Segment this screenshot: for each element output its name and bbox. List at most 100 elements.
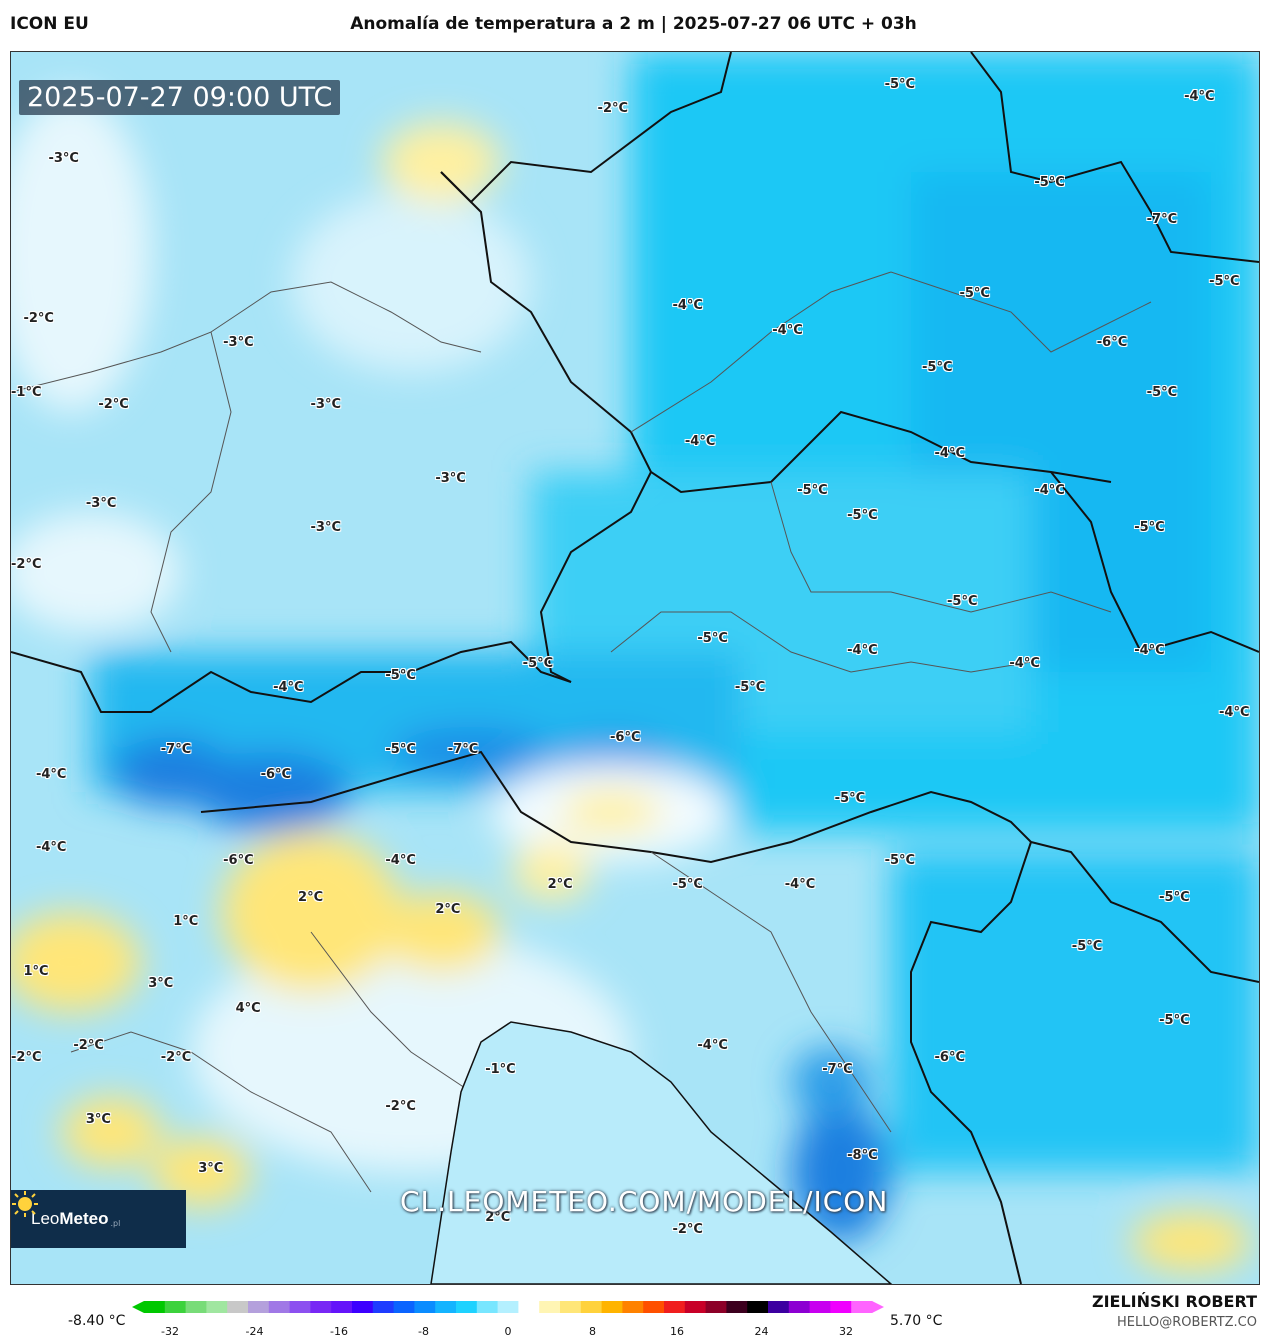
colorbar-segment <box>622 1301 644 1313</box>
contour-label: -5°C <box>1134 520 1165 536</box>
colorbar-segment <box>435 1301 457 1313</box>
contour-label: -5°C <box>697 631 728 647</box>
logo-wordmark: LeoMeteo <box>31 1209 109 1228</box>
contour-label: -2°C <box>11 557 42 573</box>
contour-label: -6°C <box>934 1049 965 1065</box>
contour-label: -5°C <box>1034 175 1065 191</box>
contour-label: -4°C <box>385 852 416 868</box>
contour-label: -5°C <box>1146 384 1178 400</box>
colorbar-segment <box>268 1301 291 1313</box>
contour-label: -5°C <box>922 360 953 375</box>
contour-label: -4°C <box>1219 704 1250 720</box>
contour-label: -2°C <box>98 396 129 412</box>
contour-label: 1°C <box>23 963 49 979</box>
colorbar-segment <box>851 1301 873 1313</box>
colorbar-segment <box>809 1301 831 1313</box>
contour-label: -1°C <box>11 384 42 400</box>
colorbar-segment <box>560 1301 582 1313</box>
contour-label: -5°C <box>959 286 990 302</box>
contour-label: 3°C <box>85 1111 111 1127</box>
colorbar-segment <box>310 1301 332 1313</box>
contour-label: -2°C <box>672 1222 703 1238</box>
contour-label: -5°C <box>834 791 866 807</box>
colorbar-segment <box>248 1301 270 1313</box>
contour-label: -3°C <box>85 495 117 511</box>
colorbar-tick-label: -8 <box>418 1325 429 1338</box>
colorbar-tick-label: -32 <box>161 1325 179 1338</box>
colorbar-tick-label: -24 <box>245 1325 264 1338</box>
contour-label: -8°C <box>847 1148 878 1164</box>
colorbar-segment <box>414 1301 436 1313</box>
contour-label: -5°C <box>672 877 703 893</box>
contour-label: 4°C <box>235 1000 261 1016</box>
colorbar <box>132 1301 884 1313</box>
colorbar-max-arrow <box>872 1301 884 1313</box>
model-name: ICON EU <box>10 14 89 34</box>
contour-label: -5°C <box>1159 889 1190 905</box>
contour-label: -3°C <box>223 335 254 351</box>
contour-label: -5°C <box>884 852 916 868</box>
contour-label: -4°C <box>35 840 67 856</box>
colorbar-min-arrow <box>132 1301 144 1313</box>
contour-label: -2°C <box>385 1099 416 1115</box>
colorbar-segment <box>331 1301 353 1313</box>
contour-label: -4°C <box>784 877 816 893</box>
contour-label: -2°C <box>23 310 54 326</box>
contour-label: -7°C <box>822 1062 853 1078</box>
colorbar-tick-label: 0 <box>504 1325 512 1338</box>
forecast-timestamp: 2025-07-27 09:00 UTC <box>19 80 341 115</box>
colorbar-segment <box>393 1301 415 1313</box>
author-email: HELLO@ROBERTZ.CO <box>1116 1315 1257 1330</box>
colorbar-segment <box>601 1301 623 1313</box>
sun-icon <box>12 1191 38 1217</box>
contour-label: -5°C <box>884 76 916 92</box>
contour-label: -4°C <box>772 323 803 339</box>
contour-label: -4°C <box>273 680 304 696</box>
map-panel: 2025-07-27 09:00 UTC -3°C -2°C -5°C -4°C -5°… <box>10 51 1260 1285</box>
colorbar-segment <box>684 1301 707 1313</box>
contour-label: -7°C <box>160 741 192 757</box>
contour-label: -1°C <box>485 1062 516 1078</box>
colorbar-segment <box>372 1301 395 1313</box>
colorbar-segment <box>206 1301 228 1313</box>
contour-label: -2°C <box>11 1049 42 1065</box>
contour-label: -5°C <box>734 680 766 696</box>
contour-label: -6°C <box>260 766 292 782</box>
colorbar-segment <box>456 1301 478 1313</box>
contour-label: -5°C <box>522 655 554 671</box>
contour-label: -4°C <box>672 298 703 314</box>
colorbar-segment <box>539 1301 561 1313</box>
contour-label: -5°C <box>1159 1012 1190 1028</box>
contour-label: 1°C <box>173 914 199 930</box>
colorbar-segment <box>289 1301 311 1313</box>
contour-label: -2°C <box>597 101 629 117</box>
contour-label: -3°C <box>48 150 79 166</box>
contour-label: -3°C <box>310 396 341 412</box>
colorbar-tick-label: 16 <box>670 1325 684 1338</box>
colorbar-tick-label: 24 <box>754 1325 769 1338</box>
colorbar-segment <box>768 1301 790 1313</box>
contour-label: -6°C <box>1096 335 1128 351</box>
colorbar-segment <box>227 1301 249 1313</box>
contour-label: -7°C <box>447 741 479 757</box>
colorbar-segment <box>664 1301 686 1313</box>
contour-label: -7°C <box>1146 212 1178 228</box>
logo-suffix: .pl <box>110 1218 121 1228</box>
contour-label: -6°C <box>223 852 254 868</box>
contour-label: -5°C <box>1071 939 1103 955</box>
colorbar-segment <box>164 1301 187 1313</box>
colorbar-segment <box>144 1301 166 1313</box>
colorbar-max-label: 5.70 °C <box>890 1313 943 1329</box>
contour-label: 3°C <box>198 1160 224 1176</box>
colorbar-min-label: -8.40 °C <box>68 1313 126 1329</box>
colorbar-segment <box>788 1301 811 1313</box>
contour-label: -4°C <box>847 643 878 659</box>
contour-label: 2°C <box>298 889 324 905</box>
contour-label: -5°C <box>385 741 416 757</box>
map-background <box>11 52 1259 1284</box>
leometeo-logo: LeoMeteo .pl <box>11 1190 186 1248</box>
contour-label: -4°C <box>934 446 965 462</box>
colorbar-segment <box>643 1301 665 1313</box>
contour-label: 3°C <box>148 976 174 991</box>
watermark-url: CL.LEOMETEO.COM/MODEL/ICON <box>400 1185 889 1218</box>
